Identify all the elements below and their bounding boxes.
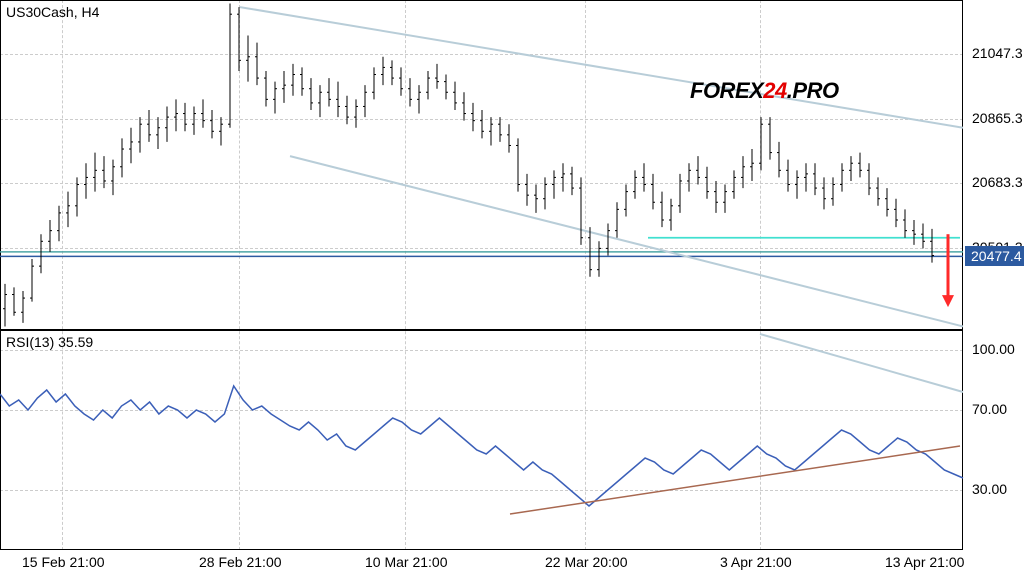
x-axis-tick: 10 Mar 21:00 <box>365 554 448 570</box>
chart-title: US30Cash, H4 <box>6 4 99 20</box>
chart-svg <box>0 0 1024 577</box>
rsi-y-tick: 30.00 <box>972 481 1007 497</box>
x-axis-tick: 22 Mar 20:00 <box>545 554 628 570</box>
x-axis-tick: 15 Feb 21:00 <box>22 554 105 570</box>
watermark-logo: FOREX24.PRO <box>690 78 839 104</box>
rsi-y-tick: 70.00 <box>972 401 1007 417</box>
current-price-label: 20477.4 <box>965 246 1024 266</box>
x-axis-tick: 28 Feb 21:00 <box>199 554 282 570</box>
y-axis-tick: 21047.3 <box>972 45 1023 61</box>
rsi-title: RSI(13) 35.59 <box>6 334 93 350</box>
y-axis-tick: 20683.3 <box>972 174 1023 190</box>
x-axis-tick: 3 Apr 21:00 <box>720 554 792 570</box>
rsi-y-tick: 100.00 <box>972 341 1015 357</box>
y-axis-tick: 20865.3 <box>972 110 1023 126</box>
x-axis-tick: 13 Apr 21:00 <box>885 554 964 570</box>
